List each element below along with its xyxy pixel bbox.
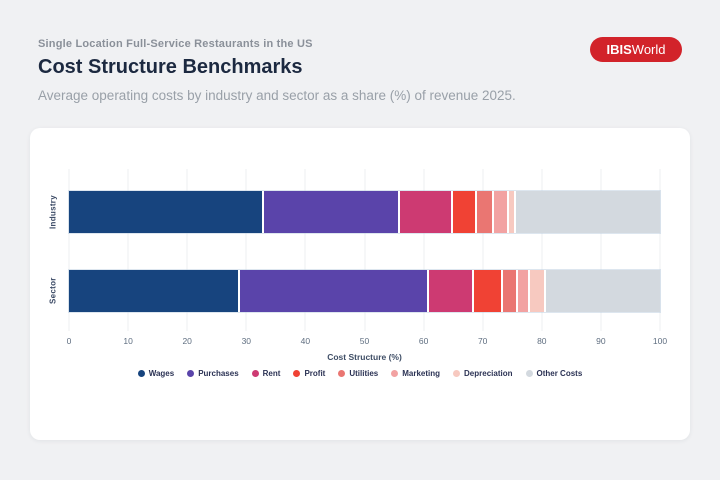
segment-industry-depreciation	[508, 191, 517, 233]
segment-industry-utilities	[477, 191, 494, 233]
x-tick-label-40: 40	[300, 336, 311, 346]
legend-item-profit: Profit	[293, 369, 325, 378]
legend-label-depreciation: Depreciation	[464, 369, 513, 378]
gridline-60	[423, 169, 425, 331]
gridline-100	[659, 169, 661, 331]
gridlines	[68, 169, 661, 331]
ibisworld-logo: IBIS World	[590, 37, 682, 62]
legend-item-rent: Rent	[251, 369, 281, 378]
legend-label-wages: Wages	[148, 369, 175, 378]
legend-item-other-costs: Other Costs	[525, 369, 583, 378]
legend-dot-marketing	[391, 370, 399, 377]
legend-dot-other-costs	[525, 370, 533, 377]
gridline-80	[541, 169, 543, 331]
x-tick-label-100: 100	[652, 336, 668, 346]
segment-sector-utilities	[503, 270, 518, 312]
gridline-20	[186, 169, 188, 331]
x-tick-label-60: 60	[418, 336, 429, 346]
plot-area: Industry Sector	[49, 169, 661, 331]
gridline-10	[127, 169, 129, 331]
legend-dot-rent	[251, 370, 259, 377]
x-axis-title: Cost Structure (%)	[327, 352, 402, 362]
legend-dot-wages	[137, 370, 145, 377]
gridline-40	[304, 169, 306, 331]
legend-item-utilities: Utilities	[338, 369, 378, 378]
segment-sector-marketing	[517, 270, 530, 312]
segment-sector-profit	[473, 270, 504, 312]
legend-label-rent: Rent	[262, 369, 281, 378]
x-tick-label-30: 30	[241, 336, 252, 346]
x-tick-label-20: 20	[182, 336, 192, 346]
gridline-70	[482, 169, 484, 331]
legend-item-purchases: Purchases	[187, 369, 239, 378]
legend-item-depreciation: Depreciation	[453, 369, 513, 378]
logo-text-bold: IBIS	[606, 42, 632, 57]
x-tick-label-0: 0	[66, 336, 72, 346]
bar-industry: Industry	[49, 190, 661, 234]
bars: Industry Sector	[49, 169, 661, 331]
x-tick-label-50: 50	[359, 336, 370, 346]
x-tick-label-90: 90	[596, 336, 606, 346]
legend-dot-depreciation	[453, 370, 461, 377]
segment-industry-profit	[452, 191, 478, 233]
legend-dot-profit	[293, 370, 301, 377]
gridline-90	[600, 169, 602, 331]
segment-sector-wages	[69, 270, 241, 312]
segment-industry-rent	[399, 191, 453, 233]
x-axis-ticks: 0 10 20 30 40 50 60 70 80 90 100	[66, 336, 667, 348]
category-label-industry: Industry	[48, 195, 58, 229]
bar-sector: Sector	[49, 269, 661, 313]
chart-card: Industry Sector 0 10 20 30 40 50 60 70 80 90 100 Co…	[30, 128, 690, 440]
x-tick-label-10: 10	[123, 336, 133, 346]
gridline-50	[364, 169, 365, 331]
legend-item-marketing: Marketing	[391, 369, 440, 378]
legend-label-utilities: Utilities	[349, 369, 379, 378]
gridline-0	[68, 169, 70, 331]
legend-label-purchases: Purchases	[198, 369, 239, 378]
segment-sector-other-costs	[546, 270, 660, 312]
x-tick-label-70: 70	[477, 336, 488, 346]
segment-industry-wages	[69, 191, 265, 233]
report-kicker: Single Location Full-Service Restaurants…	[38, 38, 313, 50]
segment-industry-purchases	[264, 191, 400, 233]
legend-dot-purchases	[187, 370, 195, 377]
legend-item-wages: Wages	[137, 369, 175, 378]
segment-sector-purchases	[240, 270, 430, 312]
legend-dot-utilities	[338, 370, 346, 377]
category-label-sector: Sector	[48, 277, 58, 305]
segment-sector-depreciation	[529, 270, 547, 312]
page-subtitle: Average operating costs by industry and …	[38, 88, 516, 103]
segment-industry-marketing	[493, 191, 509, 233]
legend-label-marketing: Marketing	[402, 369, 441, 378]
page-title: Cost Structure Benchmarks	[38, 56, 303, 78]
logo-text-regular: World	[631, 42, 666, 57]
segment-sector-rent	[429, 270, 474, 312]
legend-label-other-costs: Other Costs	[536, 369, 583, 378]
legend-label-profit: Profit	[304, 369, 326, 378]
legend: Wages Purchases Rent Profit Utilities Marketi…	[30, 369, 690, 378]
segment-industry-other-costs	[516, 191, 660, 233]
gridline-30	[245, 169, 247, 331]
x-tick-label-80: 80	[537, 336, 547, 346]
